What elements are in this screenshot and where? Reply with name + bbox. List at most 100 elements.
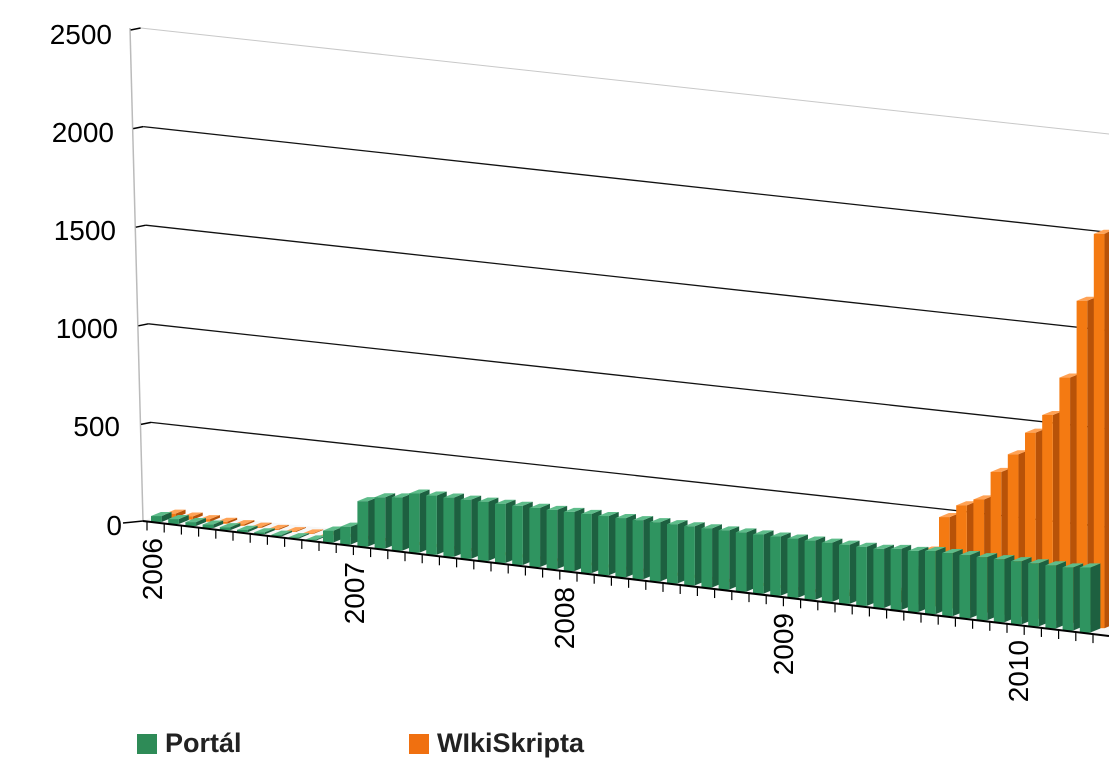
y-tick-label: 1000	[56, 313, 118, 344]
x-tick-label: 2008	[549, 587, 580, 649]
bar-front	[770, 536, 781, 596]
bar-top	[993, 555, 1015, 560]
legend-swatch-portal	[137, 733, 157, 754]
bar-top	[374, 493, 396, 498]
bar-top	[890, 544, 912, 549]
bar-front	[1045, 565, 1057, 629]
bar-top	[512, 501, 533, 506]
bar-portal	[185, 518, 206, 527]
bar-top	[271, 530, 292, 535]
bar-top	[581, 509, 602, 514]
bar-top	[268, 524, 289, 529]
bar-front	[959, 555, 971, 619]
bar-top	[990, 467, 1012, 472]
bar-portal	[254, 528, 275, 535]
bar-front	[856, 546, 867, 606]
bar-side	[261, 522, 272, 528]
y-tick-label: 2000	[52, 117, 114, 148]
bar-top	[615, 514, 636, 519]
bar-side	[244, 520, 255, 526]
gridline	[150, 421, 1109, 528]
bar-top	[202, 520, 224, 525]
bar-top	[873, 544, 894, 549]
bar-front	[1025, 432, 1036, 620]
bar-front	[271, 534, 283, 537]
bar-top	[753, 530, 774, 535]
bar-side	[196, 518, 206, 527]
y-tick-mark	[122, 520, 144, 524]
gridlines	[122, 27, 1109, 528]
bar-front	[460, 499, 472, 559]
bar-top	[959, 551, 980, 556]
bar-front	[1028, 563, 1039, 627]
bar-top	[770, 532, 791, 537]
bar-front	[512, 505, 523, 565]
bar-front	[1059, 377, 1071, 625]
bar-top	[409, 489, 430, 494]
bar-front	[993, 559, 1005, 623]
bar-top	[804, 536, 826, 541]
bar-front	[443, 497, 455, 557]
bar-top	[302, 529, 324, 534]
bar-top	[1028, 559, 1049, 564]
bar-front	[942, 553, 953, 617]
bar-side	[278, 524, 289, 530]
bar-side	[210, 515, 220, 522]
bar-side	[247, 525, 258, 533]
bar-portal	[219, 523, 241, 531]
bar-top	[856, 542, 877, 547]
bar-front	[288, 537, 300, 539]
bar-top	[973, 495, 994, 500]
bar-front	[907, 550, 919, 613]
y-tick-label: 0	[106, 510, 122, 541]
bar-portal	[168, 515, 189, 524]
bar-top	[939, 513, 960, 518]
bar-top	[735, 528, 757, 533]
bar-top	[168, 515, 189, 520]
legend-item-portal: Portál	[137, 728, 242, 759]
bar-side	[296, 527, 306, 532]
bar-front	[890, 548, 902, 610]
bar-front	[649, 522, 661, 582]
bar-top	[701, 524, 722, 529]
bar-front	[753, 534, 764, 594]
bar-top	[288, 533, 310, 538]
bar-front	[632, 520, 644, 580]
legend-label-portal: Portál	[165, 728, 242, 758]
bar-top	[391, 493, 413, 498]
bar-front	[391, 497, 403, 551]
bar-top	[1093, 229, 1109, 234]
bar-front	[529, 507, 541, 567]
legend-swatch-wikiskripta	[409, 733, 429, 754]
bar-top	[1059, 373, 1080, 378]
bar-front	[821, 542, 833, 602]
legend-label-wikiskripta: WIkiSkripta	[437, 728, 585, 758]
bar-front	[581, 513, 592, 574]
x-tick-label: 2007	[339, 562, 370, 624]
gridline	[148, 323, 1109, 430]
legend-item-wikiskripta: WIkiSkripta	[409, 728, 584, 759]
bar-top	[821, 538, 843, 543]
bar-front	[1042, 414, 1053, 623]
chart-svg: 0 500 1000 1500 2000 2500 2006 2007 2008…	[50, 19, 1109, 702]
back-wall	[129, 27, 144, 522]
bar-top	[426, 491, 447, 496]
bar-top	[907, 546, 929, 551]
bar-top	[787, 534, 808, 539]
bar-front	[1007, 454, 1019, 618]
bar-top	[942, 548, 963, 554]
x-tick-label: 2010	[1003, 640, 1034, 702]
bar-front	[1076, 300, 1088, 627]
x-axis-minor-ticks	[146, 521, 1094, 644]
bar-top	[495, 499, 516, 504]
bar-top	[151, 511, 172, 517]
bar-top	[529, 503, 550, 508]
legend: Portál WIkiSkripta	[0, 728, 1109, 760]
gridline	[143, 125, 1109, 234]
bar-front	[839, 544, 850, 604]
bar-front	[804, 540, 816, 600]
bar-top	[684, 522, 705, 527]
bar-top	[718, 526, 740, 531]
bar-top	[1062, 563, 1084, 568]
bar-top	[546, 505, 568, 510]
